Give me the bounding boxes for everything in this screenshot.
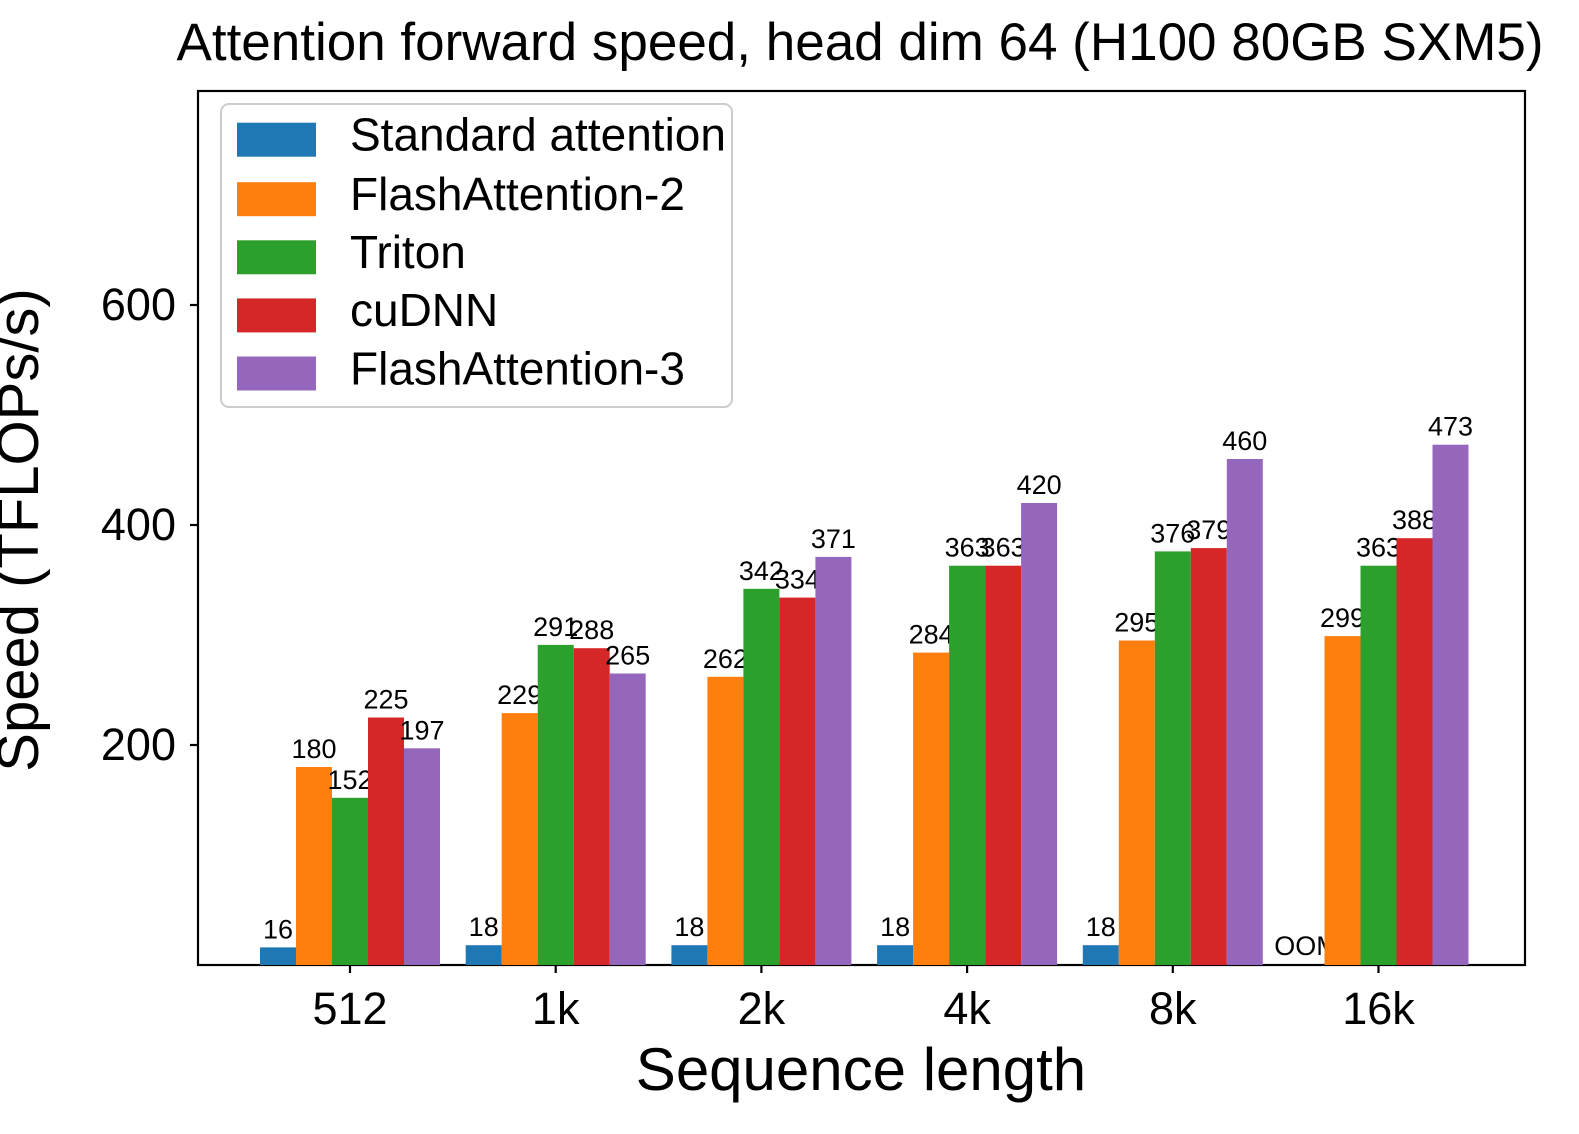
svg-text:cuDNN: cuDNN xyxy=(350,284,498,336)
svg-text:Speed (TFLOPs/s): Speed (TFLOPs/s) xyxy=(0,288,51,771)
svg-text:18: 18 xyxy=(1086,912,1116,942)
svg-text:2k: 2k xyxy=(738,983,786,1034)
svg-text:265: 265 xyxy=(605,641,650,671)
svg-text:388: 388 xyxy=(1392,505,1437,535)
svg-text:363: 363 xyxy=(1356,533,1401,563)
svg-text:Attention forward speed, head: Attention forward speed, head dim 64 (H1… xyxy=(177,13,1544,72)
svg-text:460: 460 xyxy=(1222,426,1267,456)
svg-text:420: 420 xyxy=(1017,470,1062,500)
svg-text:379: 379 xyxy=(1186,515,1231,545)
svg-text:600: 600 xyxy=(101,279,176,330)
svg-text:18: 18 xyxy=(674,912,704,942)
svg-text:16: 16 xyxy=(263,914,293,944)
svg-text:473: 473 xyxy=(1428,412,1473,442)
svg-text:284: 284 xyxy=(909,620,954,650)
svg-text:Sequence length: Sequence length xyxy=(636,1036,1086,1103)
svg-text:18: 18 xyxy=(469,912,499,942)
svg-text:512: 512 xyxy=(312,983,387,1034)
svg-text:334: 334 xyxy=(775,565,820,595)
svg-text:FlashAttention-3: FlashAttention-3 xyxy=(350,342,685,394)
svg-text:Triton: Triton xyxy=(350,226,466,278)
svg-text:18: 18 xyxy=(880,912,910,942)
svg-text:262: 262 xyxy=(703,644,748,674)
svg-text:152: 152 xyxy=(327,765,372,795)
svg-text:4k: 4k xyxy=(943,983,991,1034)
svg-text:299: 299 xyxy=(1320,603,1365,633)
svg-text:295: 295 xyxy=(1114,608,1159,638)
svg-text:8k: 8k xyxy=(1149,983,1197,1034)
svg-text:FlashAttention-2: FlashAttention-2 xyxy=(350,168,685,220)
svg-text:180: 180 xyxy=(291,734,336,764)
svg-text:400: 400 xyxy=(101,499,176,550)
svg-text:16k: 16k xyxy=(1342,983,1415,1034)
svg-text:229: 229 xyxy=(497,680,542,710)
svg-text:197: 197 xyxy=(399,715,444,745)
svg-text:200: 200 xyxy=(101,719,176,770)
svg-text:225: 225 xyxy=(363,685,408,715)
svg-text:371: 371 xyxy=(811,524,856,554)
svg-text:1k: 1k xyxy=(532,983,580,1034)
svg-text:Standard attention: Standard attention xyxy=(350,109,726,161)
svg-text:363: 363 xyxy=(981,533,1026,563)
